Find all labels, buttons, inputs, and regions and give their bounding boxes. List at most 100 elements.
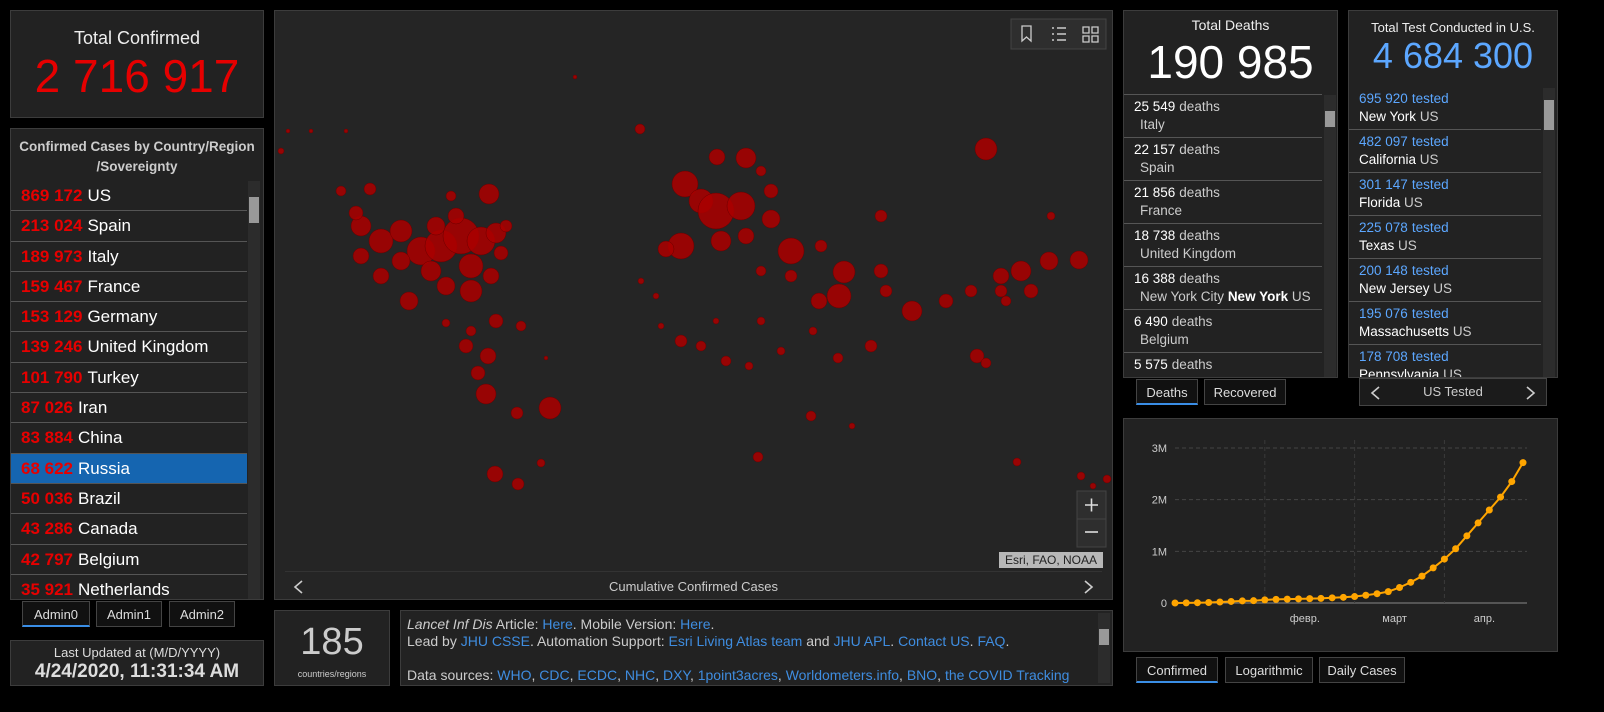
country-row[interactable]: 869 172 US bbox=[11, 181, 247, 212]
country-row[interactable]: 50 036 Brazil bbox=[11, 484, 247, 515]
link[interactable]: Esri Living Atlas team bbox=[668, 633, 803, 649]
deaths-row[interactable]: 25 549 deaths Italy bbox=[1124, 95, 1322, 138]
case-count: 189 973 bbox=[21, 246, 83, 266]
country-row[interactable]: 42 797 Belgium bbox=[11, 545, 247, 575]
link[interactable]: JHU CSSE bbox=[460, 633, 530, 649]
chart-tab[interactable]: Confirmed bbox=[1136, 657, 1218, 683]
admin-tab[interactable]: Admin0 bbox=[22, 601, 90, 627]
link[interactable]: CDC bbox=[539, 667, 570, 683]
country-row[interactable]: 153 129 Germany bbox=[11, 302, 247, 333]
scrollbar[interactable] bbox=[1324, 95, 1336, 377]
scrollbar[interactable] bbox=[1098, 613, 1110, 683]
country-name: US bbox=[1291, 289, 1311, 304]
tests-line: 482 097 tested bbox=[1359, 134, 1541, 149]
chart-tab[interactable]: Daily Cases bbox=[1319, 657, 1405, 683]
deaths-row[interactable]: 6 490 deaths Belgium bbox=[1124, 310, 1322, 353]
deaths-row[interactable]: 5 575 deaths bbox=[1124, 353, 1322, 377]
map-caption: Cumulative Confirmed Cases bbox=[608, 579, 779, 594]
case-count: 68 622 bbox=[21, 458, 73, 478]
link[interactable]: Here bbox=[680, 616, 711, 632]
admin-tab[interactable]: Admin2 bbox=[169, 601, 235, 627]
country-row[interactable]: 101 790 Turkey bbox=[11, 363, 247, 394]
country-row[interactable]: 68 622 Russia bbox=[11, 453, 247, 484]
country-row[interactable]: 35 921 Netherlands bbox=[11, 575, 247, 599]
text: . bbox=[890, 633, 899, 649]
bookmark-icon[interactable] bbox=[1021, 25, 1032, 43]
tests-row[interactable]: 200 148 tested New Jersey US bbox=[1349, 259, 1541, 302]
country-row[interactable]: 87 026 Iran bbox=[11, 393, 247, 424]
link[interactable]: WHO bbox=[497, 667, 532, 683]
link[interactable]: the COVID Tracking bbox=[944, 667, 1070, 683]
deaths-tab[interactable]: Recovered bbox=[1204, 379, 1286, 405]
chart-panel: 0 1M 2M 3M февр. март апр. bbox=[1123, 418, 1558, 652]
data-point bbox=[1497, 493, 1505, 501]
map[interactable] bbox=[275, 11, 1113, 571]
tests-value: 4 684 300 bbox=[1372, 35, 1534, 76]
text: . bbox=[710, 616, 715, 632]
link[interactable]: Contact US bbox=[898, 633, 970, 649]
deaths-row[interactable]: 16 388 deaths New York City New York US bbox=[1124, 267, 1322, 310]
basemap-icon[interactable] bbox=[1082, 26, 1099, 43]
scrollbar[interactable] bbox=[248, 181, 260, 599]
link[interactable]: BNO bbox=[906, 667, 938, 683]
link[interactable]: NHC bbox=[624, 667, 656, 683]
zoom-in[interactable] bbox=[1085, 498, 1098, 512]
country-row[interactable]: 43 286 Canada bbox=[11, 514, 247, 545]
map-panel: Esri, FAO, NOAA Cumulative Confirmed Cas… bbox=[274, 10, 1113, 600]
tests-row[interactable]: 178 708 tested Pennsylvania US bbox=[1349, 345, 1541, 378]
country-row[interactable]: 159 467 France bbox=[11, 272, 247, 303]
unit: tested bbox=[1411, 91, 1449, 106]
data-point bbox=[1250, 597, 1258, 605]
country-row[interactable]: 189 973 Italy bbox=[11, 242, 247, 272]
chart-tab[interactable]: Logarithmic bbox=[1225, 657, 1313, 683]
legend-icon[interactable] bbox=[1052, 27, 1066, 41]
prev-arrow[interactable] bbox=[293, 580, 305, 594]
data-point bbox=[1339, 593, 1347, 601]
deaths-tab[interactable]: Deaths bbox=[1136, 379, 1198, 405]
country-row[interactable]: 83 884 China bbox=[11, 423, 247, 454]
prev-arrow[interactable] bbox=[1370, 386, 1382, 400]
text: , bbox=[531, 667, 540, 683]
unit: deaths bbox=[1179, 228, 1220, 243]
link[interactable]: DXY bbox=[662, 667, 690, 683]
tests-row[interactable]: 482 097 tested California US bbox=[1349, 130, 1541, 173]
case-count: 139 246 bbox=[21, 337, 83, 357]
place: Spain bbox=[1134, 160, 1322, 175]
link[interactable]: Worldometers.info bbox=[785, 667, 900, 683]
state-name: Pennsylvania bbox=[1359, 367, 1440, 378]
place: California US bbox=[1359, 152, 1541, 167]
country-name: Russia bbox=[78, 458, 130, 478]
tests-panel: Total Test Conducted in U.S. 4 684 300 6… bbox=[1348, 10, 1558, 378]
deaths-row[interactable]: 18 738 deaths United Kingdom bbox=[1124, 224, 1322, 267]
state-name: Florida bbox=[1359, 195, 1401, 210]
tests-row[interactable]: 195 076 tested Massachusetts US bbox=[1349, 302, 1541, 345]
case-count: 42 797 bbox=[21, 549, 73, 569]
tests-row[interactable]: 225 078 tested Texas US bbox=[1349, 216, 1541, 259]
data-point bbox=[1519, 459, 1527, 467]
admin-tab[interactable]: Admin1 bbox=[96, 601, 162, 627]
test-count: 178 708 bbox=[1359, 349, 1408, 364]
y-tick-label: 2M bbox=[1152, 495, 1167, 507]
scrollbar[interactable] bbox=[1543, 88, 1555, 377]
place: Texas US bbox=[1359, 238, 1541, 253]
header-line: /Sovereignty bbox=[96, 159, 178, 174]
deaths-line: 5 575 deaths bbox=[1134, 357, 1322, 372]
tests-row[interactable]: 695 920 tested New York US bbox=[1349, 87, 1541, 130]
deaths-line: 16 388 deaths bbox=[1134, 271, 1322, 286]
place-name: Italy bbox=[1140, 117, 1165, 132]
next-arrow[interactable] bbox=[1524, 386, 1536, 400]
link[interactable]: ECDC bbox=[577, 667, 618, 683]
death-count: 18 738 bbox=[1134, 228, 1176, 243]
case-count: 101 790 bbox=[21, 367, 83, 387]
deaths-row[interactable]: 21 856 deaths France bbox=[1124, 181, 1322, 224]
next-arrow[interactable] bbox=[1082, 580, 1094, 594]
tests-row[interactable]: 301 147 tested Florida US bbox=[1349, 173, 1541, 216]
link[interactable]: JHU APL bbox=[833, 633, 891, 649]
link[interactable]: FAQ bbox=[977, 633, 1006, 649]
country-row[interactable]: 139 246 United Kingdom bbox=[11, 332, 247, 363]
link[interactable]: Here bbox=[542, 616, 573, 632]
country-row[interactable]: 213 024 Spain bbox=[11, 211, 247, 242]
link[interactable]: 1point3acres bbox=[697, 667, 778, 683]
text: , bbox=[899, 667, 907, 683]
deaths-row[interactable]: 22 157 deaths Spain bbox=[1124, 138, 1322, 181]
